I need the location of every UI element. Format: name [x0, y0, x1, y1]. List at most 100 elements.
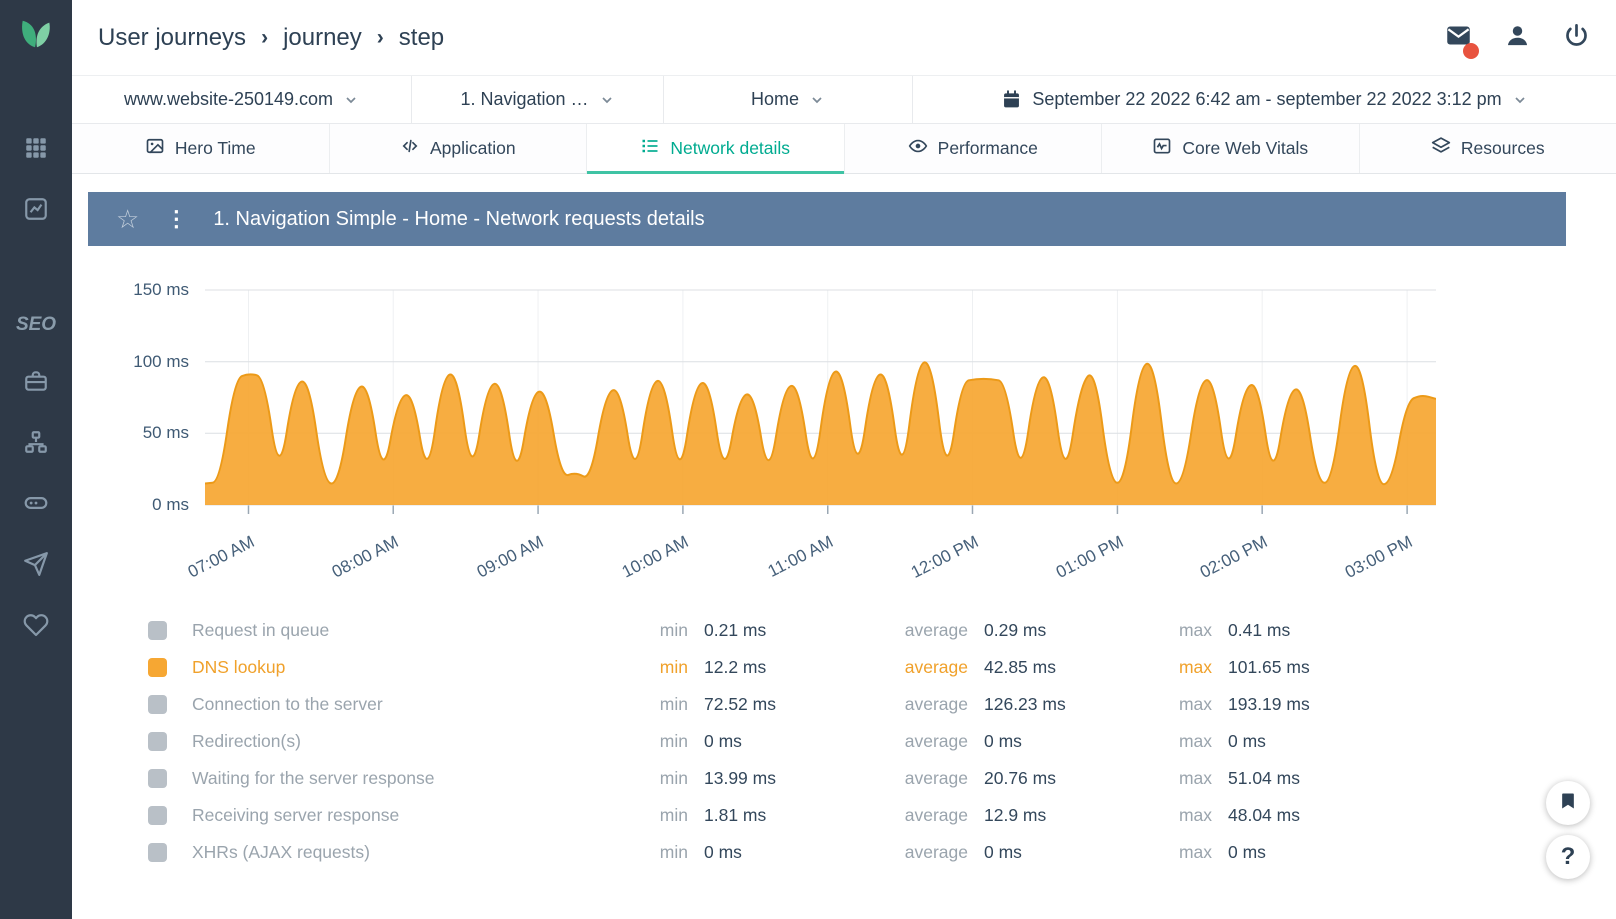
legend-label[interactable]: Redirection(s) [192, 731, 301, 751]
legend-checkbox[interactable] [148, 806, 167, 825]
messages-button[interactable] [1445, 22, 1479, 59]
website-dropdown[interactable]: www.website-250149.com [72, 76, 412, 123]
breadcrumb-step[interactable]: step [398, 23, 445, 51]
drive-icon [23, 490, 49, 521]
min-value: 0 ms [704, 731, 742, 751]
chart-plot-area[interactable] [205, 280, 1436, 520]
legend-row-redirections: Redirection(s) min 0 ms average 0 ms max… [148, 723, 1536, 760]
briefcase-icon [23, 368, 49, 399]
power-icon [1563, 22, 1590, 54]
breadcrumb-journey[interactable]: journey [283, 23, 362, 51]
average-value: 0.29 ms [984, 620, 1047, 640]
star-favorite-icon[interactable]: ☆ [116, 204, 140, 234]
y-axis: 0 ms 50 ms 100 ms 150 ms [113, 280, 205, 520]
min-label: min [659, 620, 688, 640]
tab-network-details[interactable]: Network details [587, 124, 845, 174]
sidebar-item-speed[interactable] [22, 551, 50, 580]
max-label: max [1178, 620, 1212, 640]
sidebar-item-toolbox[interactable] [22, 369, 50, 397]
tab-hero-time[interactable]: Hero Time [72, 124, 330, 173]
date-range-value: September 22 2022 6:42 am - september 22… [1032, 89, 1502, 109]
calendar-icon [1001, 89, 1022, 110]
kebab-menu-icon[interactable]: ⋮ [165, 206, 188, 231]
x-axis-label: 08:00 AM [329, 532, 402, 582]
step-dropdown-value: Home [750, 89, 799, 109]
tab-application[interactable]: Application [330, 124, 587, 173]
sidebar-item-seo[interactable]: SEO [15, 314, 57, 335]
legend-row-connection-to-server: Connection to the server min 72.52 ms av… [148, 686, 1536, 723]
max-value: 51.04 ms [1228, 768, 1300, 788]
legend-checkbox[interactable] [148, 769, 167, 788]
legend-label[interactable]: Request in queue [192, 620, 330, 640]
sidebar-item-analytics[interactable] [22, 197, 50, 225]
min-label: min [659, 805, 688, 825]
pulse-chart-icon [1152, 136, 1172, 161]
min-value: 72.52 ms [704, 694, 776, 714]
average-label: average [904, 694, 968, 714]
sidebar-item-health[interactable] [22, 613, 50, 641]
app-logo[interactable] [0, 0, 72, 72]
tab-label: Application [429, 138, 516, 158]
min-label: min [659, 842, 688, 862]
legend-label[interactable]: XHRs (AJAX requests) [192, 842, 370, 862]
legend-checkbox[interactable] [148, 621, 167, 640]
average-value: 12.9 ms [984, 805, 1047, 825]
legend-checkbox[interactable] [148, 658, 167, 677]
x-axis-label: 03:00 PM [1342, 532, 1416, 582]
topbar: User journeys › journey › step [72, 0, 1616, 76]
min-label: min [659, 768, 688, 788]
legend-row-xhrs: XHRs (AJAX requests) min 0 ms average 0 … [148, 834, 1536, 871]
tab-bar: Hero Time Application [72, 124, 1616, 174]
legend-label[interactable]: Waiting for the server response [192, 768, 435, 788]
breadcrumb: User journeys › journey › step [98, 24, 444, 52]
legend-label[interactable]: Receiving server response [192, 805, 400, 825]
logout-button[interactable] [1563, 22, 1590, 54]
max-value: 193.19 ms [1228, 694, 1310, 714]
legend-checkbox[interactable] [148, 732, 167, 751]
tab-resources[interactable]: Resources [1360, 124, 1616, 173]
legend-checkbox[interactable] [148, 843, 167, 862]
average-value: 42.85 ms [984, 657, 1056, 677]
average-label: average [904, 805, 968, 825]
tab-label: Hero Time [174, 138, 256, 158]
sidebar-item-sitemap[interactable] [22, 430, 50, 458]
filter-bar: www.website-250149.com 1. Navigation … H… [72, 76, 1616, 124]
network-details-panel: ☆ ⋮ 1. Navigation Simple - Home - Networ… [88, 192, 1566, 897]
main-area: User journeys › journey › step [72, 0, 1616, 919]
tab-core-web-vitals[interactable]: Core Web Vitals [1102, 124, 1360, 173]
max-value: 101.65 ms [1228, 657, 1310, 677]
step-dropdown[interactable]: Home [664, 76, 913, 123]
y-axis-label: 50 ms [142, 423, 189, 443]
chevron-down-icon [809, 92, 825, 108]
legend-label[interactable]: Connection to the server [192, 694, 383, 714]
content-area: ☆ ⋮ 1. Navigation Simple - Home - Networ… [72, 174, 1616, 919]
network-list-icon [640, 136, 660, 161]
max-label: max [1178, 842, 1212, 862]
max-value: 0 ms [1228, 842, 1266, 862]
max-value: 0.41 ms [1228, 620, 1291, 640]
legend-label[interactable]: DNS lookup [192, 657, 286, 677]
code-icon [400, 136, 420, 161]
account-button[interactable] [1504, 22, 1531, 54]
journey-dropdown[interactable]: 1. Navigation … [412, 76, 664, 123]
sidebar-item-apps[interactable] [22, 136, 50, 164]
tab-label: Core Web Vitals [1182, 138, 1309, 158]
breadcrumb-user-journeys[interactable]: User journeys [98, 23, 247, 51]
bookmark-button[interactable] [1546, 781, 1590, 825]
tab-performance[interactable]: Performance [845, 124, 1102, 173]
min-value: 1.81 ms [704, 805, 767, 825]
max-value: 0 ms [1228, 731, 1266, 751]
min-label: min [659, 694, 688, 714]
average-value: 20.76 ms [984, 768, 1056, 788]
date-range-picker[interactable]: September 22 2022 6:42 am - september 22… [913, 76, 1616, 123]
help-button[interactable]: ? [1546, 835, 1590, 879]
chevron-right-icon: › [376, 25, 384, 49]
sidebar-item-storage[interactable] [22, 491, 50, 519]
x-axis: 07:00 AM 08:00 AM 09:00 AM 10:00 AM 11:00 AM… [184, 520, 1436, 602]
min-label: min [659, 657, 688, 677]
sidebar-nav: SEO [16, 136, 56, 641]
tab-label: Performance [937, 138, 1038, 158]
legend-checkbox[interactable] [148, 695, 167, 714]
average-label: average [904, 657, 968, 677]
